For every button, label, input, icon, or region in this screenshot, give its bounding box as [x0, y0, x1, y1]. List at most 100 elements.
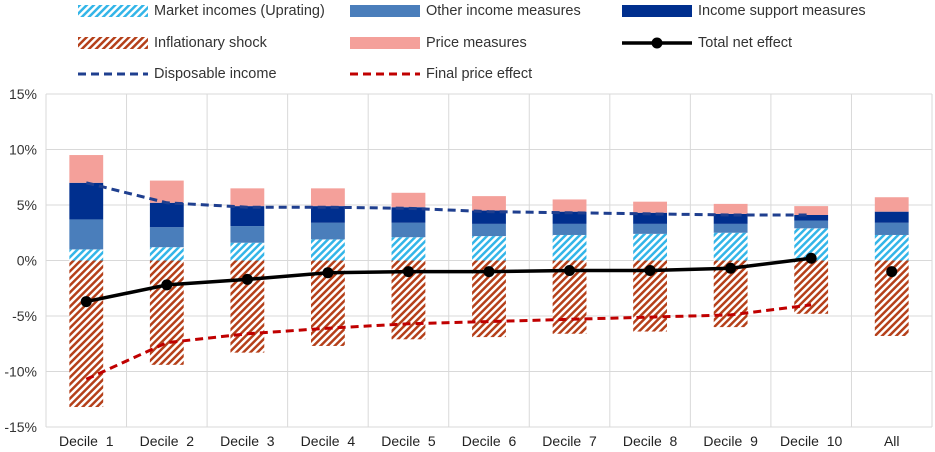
point-total-net-effect: [644, 264, 656, 276]
bars: [69, 155, 909, 408]
bar-inflationary-shock: [69, 260, 104, 408]
lines: [80, 181, 898, 381]
legend-label: Other income measures: [426, 3, 581, 19]
legend-swatch-price-measures: [350, 37, 420, 49]
legend-label: Inflationary shock: [154, 35, 267, 51]
bar-other-income-measures: [391, 222, 426, 238]
x-tick-label: Decile 4: [301, 433, 356, 449]
legend-item-price-measures: Price measures: [350, 35, 527, 51]
bar-income-support-measures: [391, 207, 426, 223]
bar-other-income-measures: [552, 223, 587, 235]
x-tick-label: Decile 6: [462, 433, 517, 449]
legend-label: Price measures: [426, 35, 527, 51]
bar-other-income-measures: [472, 223, 506, 237]
x-tick-label: Decile 10: [780, 433, 842, 449]
x-tick-label: Decile 5: [381, 433, 436, 449]
bar-market-incomes-uprating: [874, 234, 909, 261]
bar-other-income-measures: [230, 226, 265, 243]
x-tick-label: Decile 9: [703, 433, 758, 449]
y-tick-label: 5%: [17, 197, 37, 213]
bar-other-income-measures: [794, 220, 829, 229]
legend-label: Disposable income: [154, 66, 277, 82]
point-total-net-effect: [564, 264, 576, 276]
bar-income-support-measures: [149, 202, 184, 228]
bar-market-incomes-uprating: [472, 236, 506, 261]
bar-inflationary-shock: [149, 260, 184, 365]
y-tick-label: -15%: [4, 419, 37, 435]
y-tick-label: -5%: [12, 308, 37, 324]
point-total-net-effect: [725, 262, 737, 274]
legend-label: Market incomes (Uprating): [154, 3, 325, 19]
bar-price-measures: [713, 203, 748, 214]
point-total-net-effect: [241, 273, 253, 285]
point-total-net-effect: [402, 266, 414, 278]
line-disposable-income: [85, 181, 812, 217]
point-total-net-effect: [805, 252, 817, 264]
x-tick-label: Decile 2: [140, 433, 195, 449]
point-total-net-effect: [322, 267, 334, 279]
point-total-net-effect: [483, 266, 495, 278]
legend-label: Income support measures: [698, 3, 866, 19]
legend-label: Total net effect: [698, 35, 793, 51]
legend-label: Final price effect: [426, 66, 533, 82]
bar-price-measures: [552, 199, 587, 212]
bar-other-income-measures: [874, 222, 909, 235]
legend-swatch-inflationary-shock: [78, 37, 148, 49]
bar-income-support-measures: [310, 206, 345, 223]
legend-item-income-support: Income support measures: [622, 3, 866, 19]
legend-item-market-incomes: Market incomes (Uprating): [78, 3, 325, 19]
legend-swatch-disposable-income: [78, 68, 148, 80]
bar-income-support-measures: [552, 211, 587, 224]
y-tick-label: 10%: [9, 142, 37, 158]
point-total-net-effect: [80, 296, 92, 308]
legend-item-final-price-effect: Final price effect: [350, 66, 532, 82]
legend-item-other-income: Other income measures: [350, 3, 581, 19]
bar-other-income-measures: [310, 222, 345, 240]
x-tick-label: Decile 3: [220, 433, 275, 449]
bar-market-incomes-uprating: [552, 234, 587, 261]
legend-swatch-other-income: [350, 5, 420, 17]
bar-market-incomes-uprating: [149, 247, 184, 261]
bar-market-incomes-uprating: [391, 237, 426, 261]
legend-swatch-market-incomes: [78, 5, 148, 17]
bar-price-measures: [149, 180, 184, 203]
bar-income-support-measures: [794, 214, 829, 221]
bar-price-measures: [69, 155, 104, 183]
bar-price-measures: [310, 188, 345, 207]
bar-market-incomes-uprating: [633, 233, 668, 261]
y-tick-label: 15%: [9, 86, 37, 102]
legend-item-total-net-effect: Total net effect: [622, 35, 792, 51]
line-total-net-effect: [85, 256, 812, 304]
bar-price-measures: [391, 192, 426, 208]
point-total-net-effect: [161, 279, 173, 291]
bar-income-support-measures: [472, 210, 506, 224]
bar-price-measures: [633, 201, 668, 213]
bar-price-measures: [230, 188, 265, 207]
chart-legend: Market incomes (Uprating) Other income m…: [0, 0, 935, 90]
bar-market-incomes-uprating: [69, 249, 104, 261]
x-tick-label: All: [884, 433, 900, 449]
bar-market-incomes-uprating: [713, 232, 748, 261]
bar-income-support-measures: [69, 182, 104, 220]
x-tick-label: Decile 1: [59, 433, 114, 449]
bar-income-support-measures: [874, 211, 909, 223]
bar-other-income-measures: [633, 223, 668, 234]
bar-price-measures: [794, 206, 829, 215]
bar-price-measures: [874, 197, 909, 212]
legend-swatch-income-support: [622, 5, 692, 17]
legend-item-disposable-income: Disposable income: [78, 66, 277, 82]
bar-other-income-measures: [713, 223, 748, 233]
x-tick-label: Decile 7: [542, 433, 597, 449]
legend-swatch-final-price-effect: [350, 68, 420, 80]
bar-price-measures: [472, 196, 506, 211]
bar-other-income-measures: [149, 227, 184, 248]
bar-income-support-measures: [633, 212, 668, 224]
x-tick-label: Decile 8: [623, 433, 678, 449]
bar-market-incomes-uprating: [310, 239, 345, 261]
y-tick-label: -10%: [4, 364, 37, 380]
bar-income-support-measures: [713, 213, 748, 224]
bar-market-incomes-uprating: [230, 242, 265, 261]
axes: -15% -10% -5% 0% 5% 10% 15% Decile 1 Decile 2 Dec…: [4, 86, 899, 449]
legend-item-inflationary-shock: Inflationary shock: [78, 35, 267, 51]
